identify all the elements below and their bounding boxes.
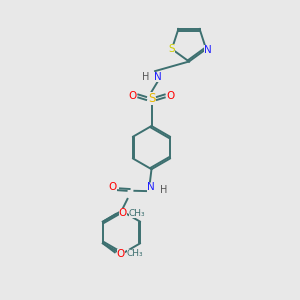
Text: S: S: [168, 44, 175, 54]
Text: N: N: [147, 182, 155, 193]
Text: H: H: [160, 185, 168, 195]
Text: N: N: [204, 45, 212, 55]
Text: H: H: [142, 71, 150, 82]
Text: N: N: [154, 71, 161, 82]
Text: O: O: [166, 91, 174, 101]
Text: CH₃: CH₃: [129, 209, 145, 218]
Text: O: O: [117, 249, 125, 259]
Text: CH₃: CH₃: [127, 249, 143, 258]
Text: O: O: [119, 208, 127, 218]
Text: O: O: [129, 91, 137, 101]
Text: S: S: [148, 92, 155, 105]
Text: O: O: [108, 182, 117, 192]
